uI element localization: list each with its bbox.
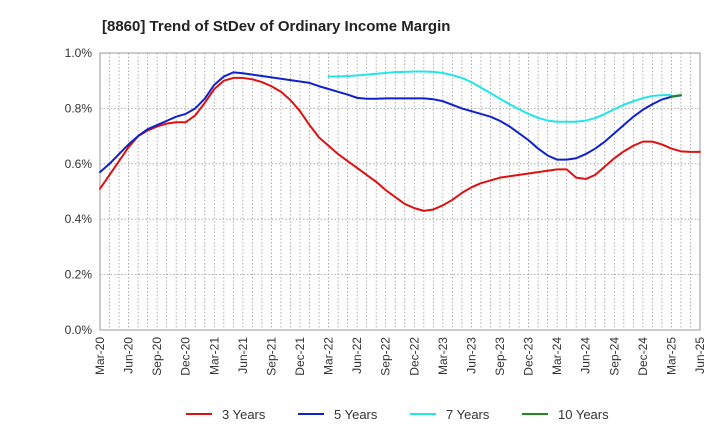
x-tick-label: Jun-23: [464, 337, 478, 374]
x-tick-label: Sep-23: [493, 337, 507, 376]
x-tick-label: Jun-22: [350, 337, 364, 374]
x-tick-label: Jun-21: [236, 337, 250, 374]
x-tick-label: Dec-23: [522, 337, 536, 376]
legend-label-3-years: 3 Years: [222, 407, 266, 422]
x-tick-label: Jun-20: [122, 337, 136, 374]
y-tick-label: 0.0%: [65, 323, 93, 337]
x-tick-label: Dec-24: [636, 337, 650, 376]
y-tick-label: 0.8%: [65, 101, 93, 115]
plot-area: [99, 52, 701, 331]
x-tick-label: Mar-22: [322, 337, 336, 375]
x-tick-label: Sep-22: [379, 337, 393, 376]
legend-label-7-years: 7 Years: [446, 407, 490, 422]
x-tick-label: Mar-24: [550, 337, 564, 375]
series-line-7-years: [327, 70, 673, 123]
x-tick-label: Sep-24: [607, 337, 621, 376]
x-tick-label: Mar-21: [207, 337, 221, 375]
grid: [99, 52, 701, 331]
y-tick-label: 1.0%: [65, 46, 93, 60]
y-tick-label: 0.6%: [65, 157, 93, 171]
x-tick-label: Mar-25: [664, 337, 678, 375]
x-tick-label: Dec-21: [293, 337, 307, 376]
x-tick-label: Jun-25: [693, 337, 707, 374]
x-tick-label: Dec-22: [407, 337, 421, 376]
y-tick-label: 0.4%: [65, 212, 93, 226]
series-line-10-years: [670, 94, 682, 98]
x-tick-label: Dec-20: [179, 337, 193, 376]
legend: 3 Years 5 Years 7 Years 10 Years: [186, 407, 609, 422]
series-lines: [99, 70, 701, 212]
series-line-3-years: [99, 76, 701, 212]
x-tick-label: Mar-20: [93, 337, 107, 375]
y-tick-label: 0.2%: [65, 268, 93, 282]
x-tick-label: Sep-20: [150, 337, 164, 376]
legend-label-5-years: 5 Years: [334, 407, 378, 422]
legend-label-10-years: 10 Years: [558, 407, 609, 422]
series-line-5-years: [99, 71, 682, 174]
x-tick-label: Jun-24: [579, 337, 593, 374]
x-tick-label: Sep-21: [264, 337, 278, 376]
axes: 0.0% 0.2% 0.4% 0.6% 0.8% 1.0% Mar-20 Jun-20 Sep-…: [65, 46, 707, 376]
chart-title: [8860] Trend of StDev of Ordinary Income…: [102, 18, 450, 35]
x-tick-label: Mar-23: [436, 337, 450, 375]
